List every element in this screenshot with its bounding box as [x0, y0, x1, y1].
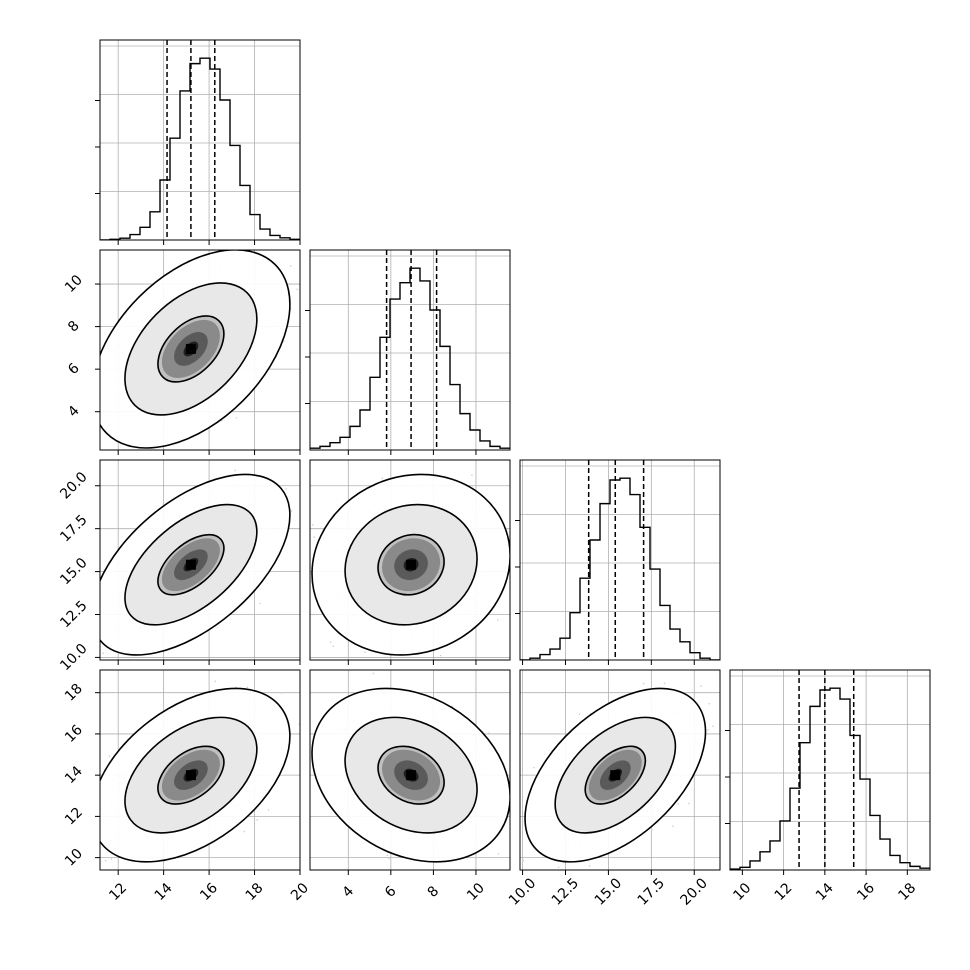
density-peak	[185, 770, 196, 781]
y-tick-label: 20.0	[57, 469, 90, 502]
contour-line	[344, 503, 478, 626]
contour-line	[100, 473, 291, 656]
density-peak	[185, 559, 196, 570]
y-tick-label: 12	[62, 804, 86, 828]
y-tick-label: 15.0	[57, 555, 90, 588]
panel-frame	[99, 459, 301, 661]
y-tick-label: 6	[65, 360, 83, 378]
histogram-step	[310, 267, 510, 449]
panel-frame	[99, 39, 301, 241]
y-tick-label: 16	[62, 722, 86, 746]
y-tick-label: 10	[62, 272, 86, 296]
y-tick-label: 12.5	[57, 598, 90, 631]
x-tick-label: 16	[197, 880, 221, 904]
contour-line	[554, 716, 677, 834]
x-tick-label: 6	[382, 883, 400, 901]
panel-plot-area	[310, 250, 510, 450]
panel-frame	[99, 249, 301, 451]
density-peak	[185, 343, 196, 354]
panel-2-2	[515, 459, 721, 665]
panel-2-0: 10.0 12.5 15.0 17.5 20.0	[57, 459, 301, 674]
panel-frame	[309, 459, 511, 661]
panel-3-1: 4 6 8 10	[309, 669, 511, 904]
panel-plot-area	[100, 40, 300, 240]
panel-plot-area	[100, 250, 300, 450]
contour-line	[311, 687, 510, 863]
x-tick-label: 12	[772, 880, 796, 904]
panel-1-1	[305, 249, 511, 455]
x-tick-label: 10	[730, 880, 754, 904]
y-tick-label: 4	[65, 403, 83, 421]
y-tick-label: 10.0	[57, 641, 90, 674]
panel-frame	[99, 669, 301, 871]
y-tick-label: 8	[65, 318, 83, 336]
panel-0-0	[95, 39, 301, 245]
contour-line	[344, 716, 478, 834]
panel-plot-area	[520, 460, 720, 660]
x-tick-label: 16	[854, 880, 878, 904]
x-tick-label: 14	[152, 880, 176, 904]
x-tick-label: 14	[813, 880, 837, 904]
panel-frame	[729, 669, 931, 871]
contour-line	[124, 716, 258, 834]
x-tick-label: 12.5	[549, 875, 582, 908]
contour-line	[100, 250, 291, 449]
panel-3-3: 10 12 14 16 18	[725, 669, 931, 904]
panel-plot-area	[520, 670, 720, 870]
contour-line	[157, 745, 225, 805]
contour-line	[157, 533, 225, 596]
panel-2-1	[309, 459, 511, 665]
panel-3-2: 10.0 12.5 15.0 17.5 20.0	[506, 669, 721, 909]
contour-line	[100, 687, 291, 863]
panel-plot-area	[730, 670, 930, 870]
x-tick-label: 17.5	[635, 875, 668, 908]
x-tick-label: 20	[288, 880, 312, 904]
contour-line	[524, 687, 707, 863]
histogram-step	[730, 687, 930, 870]
y-tick-label: 17.5	[57, 512, 90, 545]
x-tick-label: 10.0	[506, 875, 539, 908]
panel-plot-area	[100, 460, 300, 660]
contour-line	[311, 473, 510, 656]
contour-line	[124, 282, 258, 416]
contour-line	[157, 315, 225, 383]
density-peak	[406, 770, 417, 781]
density-peak	[610, 770, 621, 781]
x-tick-label: 10	[464, 880, 488, 904]
x-tick-label: 4	[339, 883, 357, 901]
x-tick-label: 18	[895, 880, 919, 904]
panel-frame	[519, 669, 721, 871]
x-tick-label: 18	[243, 880, 267, 904]
panel-plot-area	[310, 670, 510, 870]
contour-line	[377, 533, 445, 596]
y-tick-label: 18	[62, 681, 86, 705]
x-tick-label: 15.0	[592, 875, 625, 908]
y-tick-label: 10	[62, 846, 86, 870]
x-tick-label: 8	[425, 883, 443, 901]
histogram-step	[100, 57, 300, 240]
contour-line	[377, 745, 445, 805]
x-tick-label: 20.0	[678, 875, 711, 908]
contour-line	[124, 503, 258, 626]
panel-3-0: 10 12 14 16 18 12 14 16 18 20	[62, 669, 312, 904]
density-peak	[406, 559, 417, 570]
panel-plot-area	[310, 460, 510, 660]
panel-frame	[309, 669, 511, 871]
panel-plot-area	[100, 670, 300, 870]
histogram-step	[520, 477, 720, 660]
panel-frame	[309, 249, 511, 451]
y-tick-label: 14	[62, 763, 86, 787]
panel-frame	[519, 459, 721, 661]
panel-1-0: 4 6 8 10	[62, 249, 301, 455]
contour-line	[584, 745, 647, 805]
x-tick-label: 12	[106, 880, 130, 904]
